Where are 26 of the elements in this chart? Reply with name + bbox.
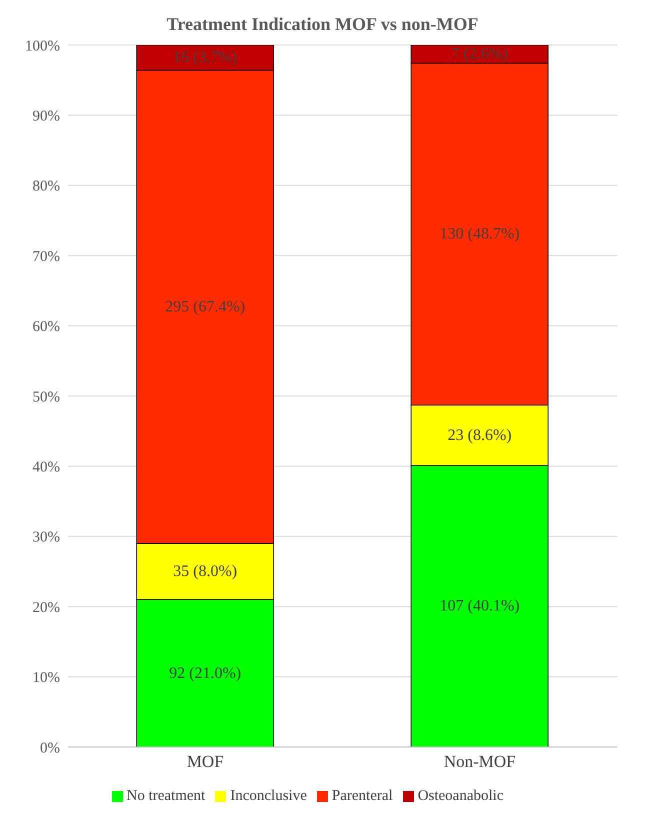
data-label: 16 (3.7%) (173, 49, 238, 66)
y-tick-label: 0% (40, 740, 60, 756)
legend-label: Parenteral (332, 788, 393, 804)
x-tick-label: MOF (186, 752, 224, 772)
y-tick-label: 60% (32, 319, 60, 336)
legend-label: Inconclusive (230, 788, 307, 804)
y-tick-label: 40% (32, 460, 60, 476)
legend-label: Osteoanabolic (418, 788, 504, 804)
data-label: 23 (8.6%) (448, 426, 512, 444)
y-tick-label: 20% (32, 600, 60, 616)
y-tick-label: 100% (25, 38, 60, 54)
data-label: 295 (67.4%) (165, 298, 246, 316)
x-tick-label: Non-MOF (444, 752, 516, 772)
y-tick-label: 90% (32, 108, 60, 125)
data-label: 7 (2.6%) (452, 46, 508, 63)
legend-label: No treatment (126, 788, 206, 804)
chart-title: Treatment Indication MOF vs non-MOF (166, 13, 480, 35)
y-tick-label: 30% (32, 530, 60, 546)
data-label: 92 (21.0%) (169, 664, 242, 682)
y-tick-label: 80% (32, 178, 60, 195)
y-tick-label: 50% (32, 389, 60, 406)
y-tick-label: 70% (32, 248, 60, 265)
data-label: 130 (48.7%) (440, 226, 520, 243)
data-label: 107 (40.1%) (440, 598, 520, 615)
y-tick-label: 10% (32, 670, 60, 686)
data-label: 35 (8.0%) (173, 563, 238, 580)
